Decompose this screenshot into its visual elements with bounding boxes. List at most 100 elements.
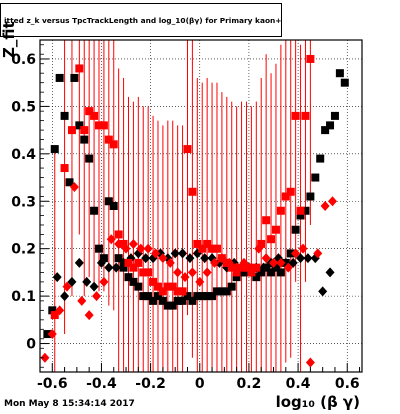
y-tick-label-4: 0.4 — [11, 147, 36, 163]
y-tick-label-1: 0.1 — [11, 289, 36, 305]
series-0-point-11 — [94, 244, 103, 253]
plot-frame — [39, 39, 363, 373]
series-3-point-35 — [298, 243, 308, 254]
series-3-point-11 — [121, 243, 131, 254]
series-3-point-23 — [210, 257, 220, 268]
series-1-point-8 — [111, 262, 121, 273]
series-3-point-2 — [55, 305, 65, 316]
series-3-point-28 — [246, 262, 256, 273]
series-3-point-18 — [173, 267, 183, 278]
series-3-point-34 — [291, 248, 301, 259]
series-2-point-47 — [291, 111, 300, 120]
series-0-point-3 — [55, 73, 64, 82]
series-0-point-51 — [291, 225, 300, 234]
series-2-point-27 — [193, 239, 202, 248]
series-0-point-44 — [257, 268, 266, 277]
series-0-point-17 — [124, 273, 133, 282]
series-3-point-7 — [92, 291, 102, 302]
series-2-point-20 — [158, 287, 167, 296]
series-0-point-23 — [153, 292, 162, 301]
series-0-point-13 — [104, 197, 113, 206]
series-0-point-56 — [316, 154, 325, 163]
series-0-point-61 — [340, 78, 349, 87]
series-2-point-10 — [109, 140, 118, 149]
series-2-point-24 — [178, 287, 187, 296]
series-3-point-33 — [283, 262, 293, 273]
series-2-point-31 — [212, 244, 221, 253]
series-1-point-4 — [82, 276, 92, 287]
series-3-point-36 — [305, 357, 315, 368]
series-2-point-5 — [85, 107, 94, 116]
series-0-point-35 — [212, 287, 221, 296]
series-0-point-39 — [232, 273, 241, 282]
series-2-point-18 — [149, 277, 158, 286]
series-3-point-9 — [106, 234, 116, 245]
series-2-point-28 — [198, 244, 207, 253]
series-3-point-4 — [69, 182, 79, 193]
series-2-point-48 — [296, 206, 305, 215]
series-3-point-1 — [47, 329, 57, 340]
series-2-point-9 — [104, 135, 113, 144]
x-tick-label-0: -0.6 — [37, 376, 68, 392]
series-2-point-50 — [306, 54, 315, 63]
series-3-point-21 — [195, 276, 205, 287]
series-2-point-14 — [129, 263, 138, 272]
series-1-point-1 — [60, 291, 70, 302]
series-3-point-5 — [77, 295, 87, 306]
series-2-point-4 — [80, 126, 89, 135]
series-3-point-20 — [187, 267, 197, 278]
series-3-point-12 — [128, 238, 138, 249]
series-1-point-32 — [288, 257, 298, 268]
series-3-point-3 — [62, 281, 72, 292]
series-2-point-23 — [173, 287, 182, 296]
series-0-point-31 — [193, 292, 202, 301]
series-1-point-18 — [185, 253, 195, 264]
series-0-point-36 — [217, 287, 226, 296]
series-2-point-3 — [75, 64, 84, 73]
series-3-point-24 — [217, 253, 227, 264]
data-marks — [40, 54, 349, 368]
series-0-point-18 — [129, 277, 138, 286]
series-0-point-32 — [198, 292, 207, 301]
series-3-point-38 — [320, 201, 330, 211]
series-0-point-53 — [301, 206, 310, 215]
y-tick-label-5: 0.5 — [11, 99, 36, 115]
series-0-point-6 — [70, 73, 79, 82]
series-0-point-30 — [188, 296, 197, 305]
series-2-point-39 — [252, 263, 261, 272]
series-3-point-30 — [261, 253, 271, 264]
y-tick-label-3: 0.3 — [11, 194, 36, 210]
series-3-point-10 — [114, 238, 124, 249]
series-2-point-1 — [60, 164, 69, 173]
series-2-point-29 — [203, 239, 212, 248]
series-2-point-30 — [208, 244, 217, 253]
series-3-point-8 — [99, 276, 109, 287]
series-1-point-3 — [74, 257, 84, 268]
series-2-point-40 — [257, 239, 266, 248]
series-3-point-15 — [151, 248, 161, 259]
error-bars — [54, 40, 311, 372]
series-3-point-17 — [165, 257, 175, 268]
series-1-point-28 — [259, 262, 269, 273]
grid-lines — [40, 40, 362, 372]
series-1-point-17 — [178, 248, 188, 259]
series-3-point-27 — [239, 257, 249, 268]
series-0-point-1 — [48, 306, 57, 315]
series-2-point-6 — [90, 111, 99, 120]
series-3-point-37 — [313, 248, 323, 259]
series-0-point-21 — [144, 292, 153, 301]
series-2-point-36 — [237, 263, 246, 272]
series-0-point-37 — [222, 287, 231, 296]
series-1-point-16 — [170, 248, 180, 259]
series-3-point-22 — [202, 267, 212, 278]
series-2-point-8 — [99, 121, 108, 130]
series-0-point-28 — [178, 296, 187, 305]
series-3-point-39 — [328, 196, 338, 207]
series-0-point-47 — [271, 263, 280, 272]
series-0-point-0 — [43, 330, 52, 339]
series-2-point-49 — [301, 111, 310, 120]
series-1-point-36 — [318, 286, 328, 297]
series-0-point-22 — [149, 296, 158, 305]
series-3-point-14 — [143, 243, 153, 254]
